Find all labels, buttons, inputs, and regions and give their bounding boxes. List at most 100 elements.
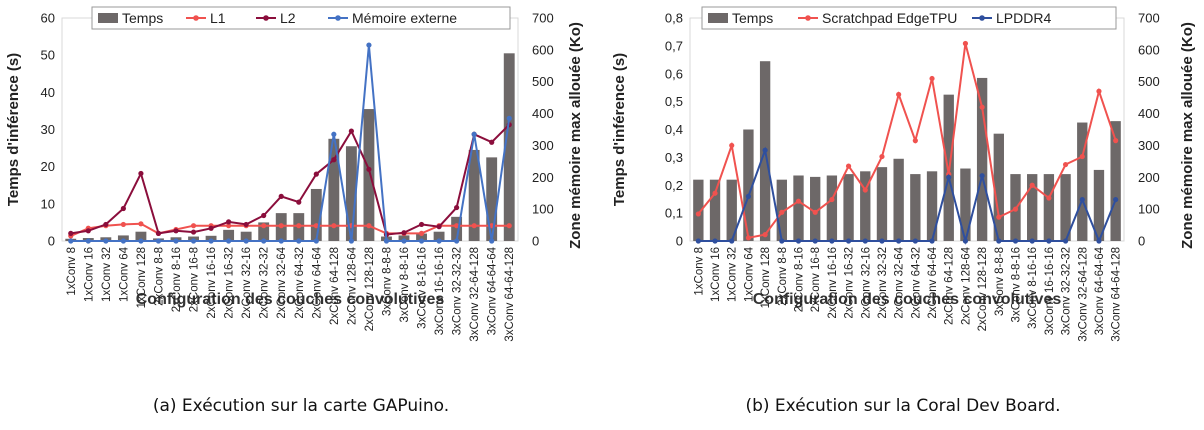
chart-b-series-point-1 bbox=[829, 238, 835, 244]
chart-a-x-tick-label: 2xConv 32-64 bbox=[276, 246, 288, 318]
chart-a-series-point-1 bbox=[226, 219, 232, 225]
chart-a-bar bbox=[345, 146, 357, 241]
chart-a-series-line-2 bbox=[70, 45, 511, 242]
chart-b-x-tick-label: 2xConv 64-64 bbox=[927, 246, 939, 318]
chart-b-bar bbox=[960, 168, 971, 241]
chart-a-series-point-2 bbox=[103, 238, 109, 244]
chart-b-left-tick-label: 0,3 bbox=[665, 150, 683, 165]
chart-b-series-point-1 bbox=[795, 238, 802, 244]
chart-b-bar bbox=[1077, 122, 1088, 241]
chart-a-x-axis-title: Configuration des couches convolutives bbox=[136, 291, 445, 308]
chart-a-legend-swatch-marker bbox=[263, 15, 269, 21]
chart-a-right-tick-label: 0 bbox=[532, 234, 539, 249]
chart-b-series-point-1 bbox=[1062, 238, 1069, 244]
chart-a-bar bbox=[503, 53, 515, 241]
chart-a-bar bbox=[416, 233, 427, 241]
chart-a-x-tick-label: 2xConv 32-16 bbox=[241, 247, 253, 319]
chart-a-series-point-1 bbox=[454, 204, 460, 211]
chart-a-left-tick-label: 0 bbox=[48, 234, 55, 249]
chart-a-series-point-1 bbox=[436, 224, 442, 230]
chart-a-plot-frame bbox=[61, 17, 519, 242]
chart-b-series-point-1 bbox=[1113, 196, 1119, 203]
chart-a-series-point-2 bbox=[68, 238, 74, 244]
chart-a-series-point-1 bbox=[261, 212, 267, 219]
chart-b-x-tick-label: 2xConv 64-128 bbox=[944, 247, 956, 325]
chart-b-series-point-1 bbox=[879, 238, 885, 244]
chart-b-series-point-0 bbox=[1029, 182, 1035, 188]
chart-a-x-tick-label: 2xConv 8-8 bbox=[153, 247, 165, 306]
chart-a-x-tick-label: 1xConv 64 bbox=[118, 246, 130, 302]
chart-b-left-tick-label: 0,6 bbox=[665, 66, 683, 81]
chart-a-left-tick-label: 30 bbox=[41, 122, 55, 137]
chart-a-legend-swatch-marker bbox=[335, 15, 341, 21]
chart-b-bar bbox=[1043, 174, 1055, 241]
chart-b-bar bbox=[793, 175, 804, 241]
chart-a-bar bbox=[433, 231, 445, 241]
chart-a-series-point-1 bbox=[103, 221, 109, 228]
chart-b-series-point-0 bbox=[812, 209, 818, 215]
chart-b-left-tick-label: 0,5 bbox=[665, 94, 683, 109]
chart-b-bar bbox=[1110, 121, 1121, 241]
chart-a-series-point-1 bbox=[401, 230, 407, 236]
chart-a-series-point-1 bbox=[138, 170, 144, 177]
chart-a-x-tick-label: 3xConv 8-8-16 bbox=[399, 247, 411, 322]
chart-b-x-tick-label: 2xConv 128-64 bbox=[960, 246, 972, 325]
chart-a-x-tick-label: 1xConv 32 bbox=[101, 247, 113, 302]
chart-a-bar bbox=[398, 235, 410, 241]
chart-a-series-point-2 bbox=[313, 238, 319, 244]
chart-a-bar bbox=[486, 157, 498, 241]
chart-a-right-tick-label: 100 bbox=[532, 202, 554, 217]
chart-b-series-point-1 bbox=[745, 193, 752, 199]
chart-a-series-point-0 bbox=[278, 223, 284, 229]
chart-a-series-point-1 bbox=[68, 230, 74, 236]
chart-a-series-point-0 bbox=[226, 223, 232, 229]
chart-a-legend-label: L2 bbox=[280, 10, 296, 26]
chart-b-series-point-0 bbox=[979, 104, 985, 110]
chart-b-series-point-1 bbox=[812, 238, 818, 244]
chart-b-series-point-1 bbox=[779, 238, 785, 244]
chart-a-x-tick-label: 2xConv 32-32 bbox=[259, 247, 271, 319]
chart-b-x-tick-label: 1xConv 64 bbox=[743, 246, 755, 302]
chart-b-right-tick-label: 0 bbox=[1138, 234, 1145, 249]
chart-a-series-point-2 bbox=[366, 42, 372, 48]
chart-a-series-point-2 bbox=[506, 115, 512, 121]
chart-b-right-tick-label: 700 bbox=[1138, 11, 1160, 26]
chart-b-x-tick-label: 2xConv 32-64 bbox=[894, 246, 906, 318]
chart-b-x-tick-label: 2xConv 16-16 bbox=[827, 247, 839, 319]
chart-b-x-tick-label: 3xConv 8-8-16 bbox=[1011, 247, 1023, 322]
chart-a-series-point-2 bbox=[383, 238, 390, 244]
chart-b-series-point-0 bbox=[1046, 195, 1052, 201]
chart-b-bar bbox=[1027, 174, 1038, 241]
chart-a-left-tick-label: 50 bbox=[41, 48, 55, 63]
chart-a-right-tick-label: 200 bbox=[532, 170, 554, 185]
chart-b-x-tick-label: 2xConv 32-32 bbox=[877, 247, 889, 319]
chart-b-bar bbox=[810, 176, 821, 241]
chart-b-series-point-0 bbox=[1096, 88, 1102, 94]
chart-a-legend-box bbox=[91, 6, 511, 30]
chart-a-series-point-1 bbox=[418, 221, 425, 228]
chart-b-x-tick-label: 2xConv 16-8 bbox=[810, 247, 822, 312]
chart-a-x-tick-label: 3xConv 64-64-128 bbox=[504, 247, 516, 342]
chart-a-series-point-0 bbox=[190, 223, 197, 229]
chart-b-x-tick-label: 3xConv 8-16-16 bbox=[1027, 247, 1039, 329]
chart-b-bar bbox=[1093, 169, 1105, 241]
chart-b-legend-swatch-marker bbox=[979, 15, 985, 21]
chart-b-x-tick-label: 1xConv 128 bbox=[760, 247, 772, 308]
chart-b-x-axis-title: Configuration des couches convolutives bbox=[753, 291, 1062, 308]
chart-b-bar bbox=[926, 171, 938, 241]
chart-a-series-point-1 bbox=[366, 166, 372, 172]
chart-b-right-tick-label: 300 bbox=[1138, 138, 1160, 153]
chart-b-x-tick-label: 1xConv 32 bbox=[727, 247, 739, 302]
chart-b-series-point-0 bbox=[829, 196, 835, 203]
chart-panel-a: 0 10 20 30 40 50 60 0 100 200 300 400 500 600 700 Temps… bbox=[5, 6, 584, 416]
chart-b-series-point-0 bbox=[929, 75, 935, 82]
chart-a-series-point-2 bbox=[278, 238, 284, 244]
chart-a-bar bbox=[205, 235, 217, 241]
chart-b-bar bbox=[709, 179, 721, 241]
chart-a-series-line-1 bbox=[70, 123, 510, 236]
chart-a-series-point-1 bbox=[173, 228, 179, 234]
chart-a-series-point-1 bbox=[278, 193, 284, 199]
chart-a-x-tick-label: 1xConv 8 bbox=[66, 247, 78, 296]
chart-b-series-point-0 bbox=[712, 190, 718, 196]
chart-a-series-point-2 bbox=[296, 238, 302, 244]
